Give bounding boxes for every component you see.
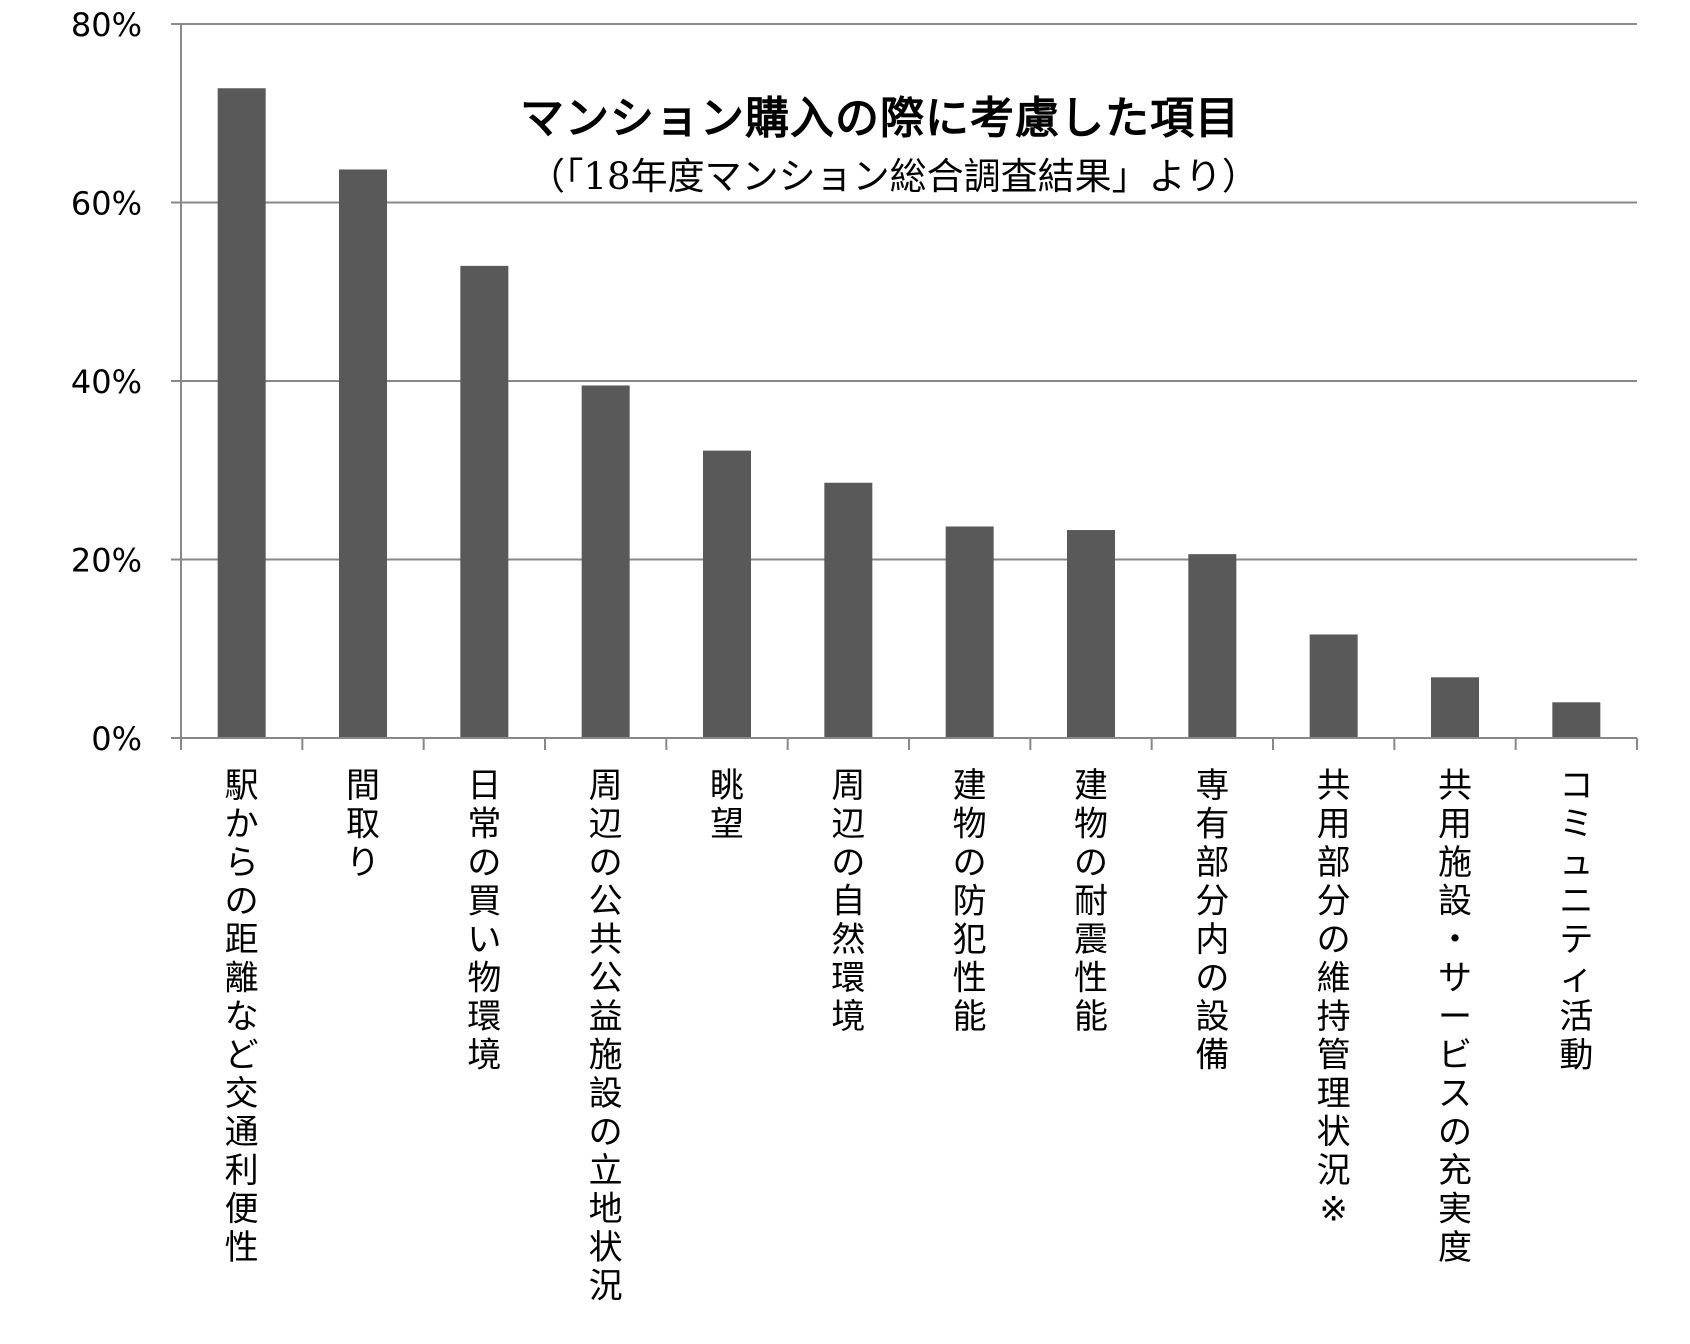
- bar: [1431, 677, 1479, 738]
- bar: [824, 482, 873, 738]
- bar: [1067, 530, 1115, 738]
- x-tick-label: 日常の買い物環境: [467, 766, 501, 1076]
- x-tick-label: 眺望: [710, 766, 744, 845]
- chart-title: マンション購入の際に考慮した項目: [520, 93, 1240, 144]
- bar: [1309, 634, 1358, 738]
- x-tick-label: 周辺の公共公益施設の立地状況: [589, 766, 623, 1307]
- x-tick-label: 専有部分内の設備: [1195, 766, 1229, 1076]
- y-tick-label: 0%: [91, 720, 142, 758]
- x-tick-label: 建物の耐震性能: [1074, 766, 1108, 1037]
- chart-subtitle: （「18年度マンション総合調査結果」より）: [528, 155, 1259, 198]
- y-tick-label: 20%: [71, 542, 142, 580]
- x-tick-label: 間取り: [346, 766, 380, 883]
- bar: [945, 526, 994, 738]
- bar: [703, 450, 751, 738]
- x-tick-label: 共用部分の維持管理状況※: [1317, 766, 1351, 1230]
- bar: [460, 265, 509, 738]
- bar: [339, 169, 387, 739]
- x-tick-label: 建物の防犯性能: [953, 766, 987, 1037]
- x-tick-label: 周辺の自然環境: [831, 766, 865, 1037]
- x-tick-label: 共用施設・サービスの充実度: [1438, 766, 1472, 1268]
- x-tick-label: コミュニティ活動: [1559, 766, 1593, 1076]
- bar: [1188, 554, 1237, 738]
- bar: [581, 385, 630, 738]
- x-tick-label: 駅からの距離など交通利便性: [225, 766, 259, 1268]
- y-tick-label: 60%: [71, 185, 142, 223]
- bar: [1552, 702, 1601, 738]
- y-tick-label: 40%: [71, 363, 142, 401]
- bar: [217, 88, 266, 738]
- y-tick-label: 80%: [71, 6, 142, 44]
